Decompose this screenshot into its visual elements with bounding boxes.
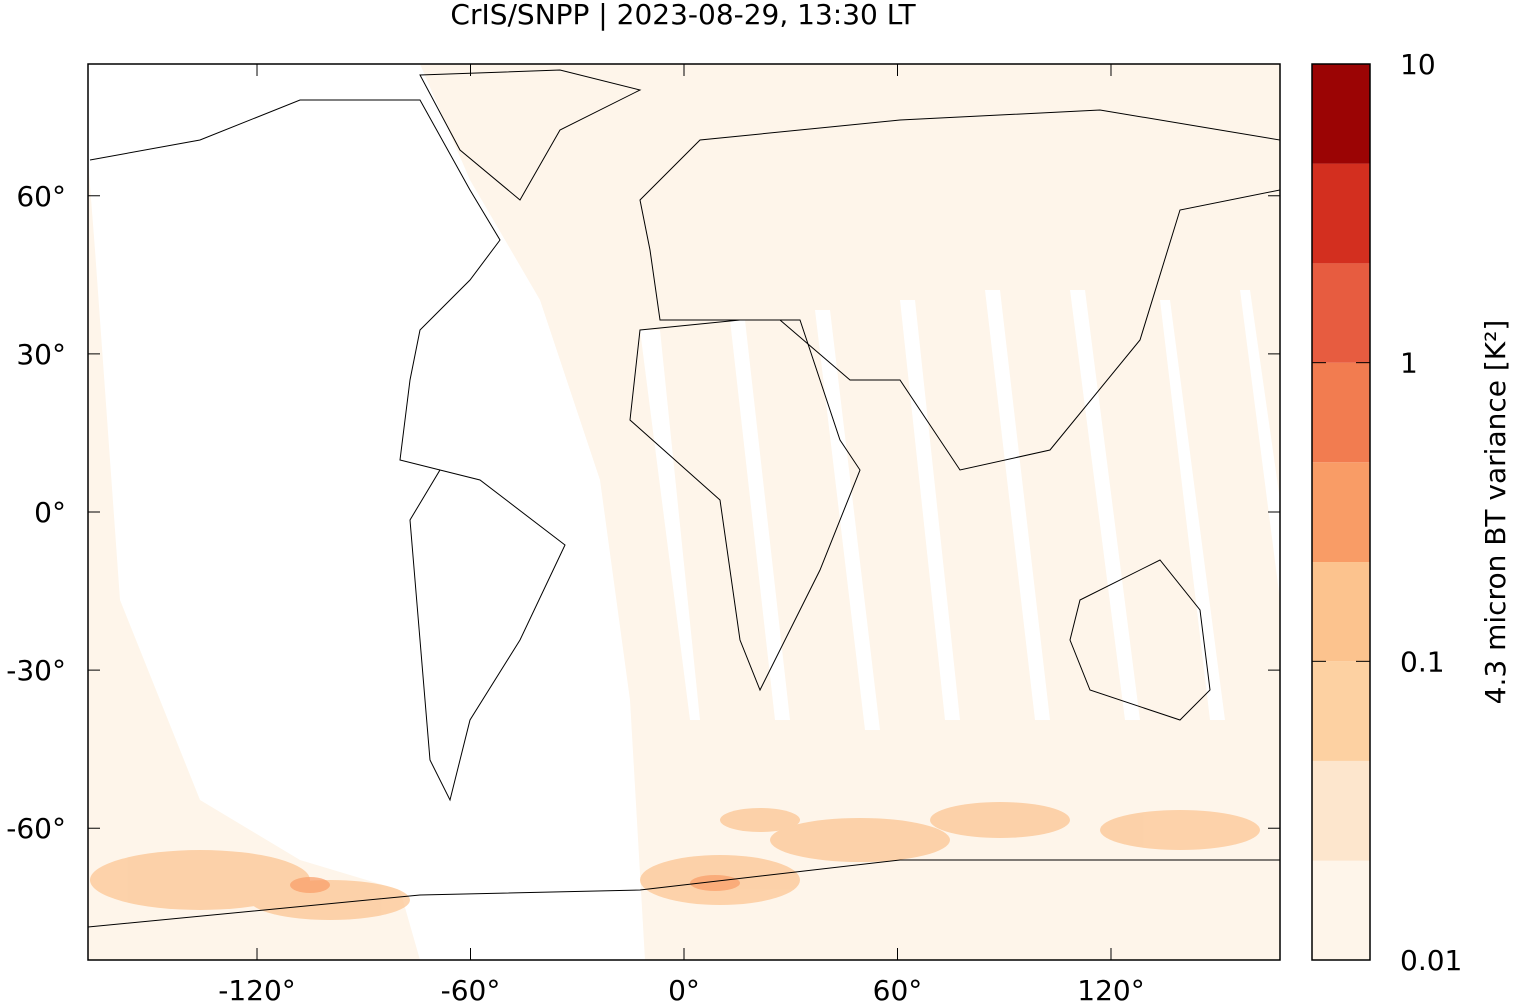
map-field bbox=[87, 63, 1281, 961]
colorbar-frame bbox=[1311, 63, 1371, 961]
coastlines bbox=[87, 69, 1281, 928]
colorbar-band bbox=[1312, 263, 1370, 363]
data-gap bbox=[88, 64, 645, 960]
x-tick-label: 0° bbox=[668, 974, 700, 1002]
colorbar-tick-label: 10 bbox=[1400, 48, 1436, 81]
colorbar-tick-label: 0.01 bbox=[1400, 944, 1462, 977]
colorbar-band bbox=[1312, 462, 1370, 563]
x-tick-label: 60° bbox=[873, 974, 923, 1002]
peak-variance-areas bbox=[290, 875, 740, 893]
colorbar-tick-label: 0.1 bbox=[1400, 645, 1445, 678]
y-tick-label: 60° bbox=[16, 180, 66, 213]
swath-gaps bbox=[640, 290, 1280, 730]
colorbar-band bbox=[1312, 362, 1370, 463]
y-tick-label: -60° bbox=[6, 812, 66, 845]
colorbar-band bbox=[1312, 163, 1370, 264]
x-tick-label: 120° bbox=[1077, 974, 1144, 1002]
x-tick-label: -60° bbox=[441, 974, 501, 1002]
chart-title: CrIS/SNPP | 2023-08-29, 13:30 LT bbox=[450, 0, 916, 31]
colorbar-band bbox=[1312, 562, 1370, 662]
high-variance-areas bbox=[90, 802, 1260, 920]
colorbar-label: 4.3 micron BT variance [K²] bbox=[1479, 320, 1512, 705]
y-tick-label: 0° bbox=[34, 496, 66, 529]
y-tick-label: 30° bbox=[16, 338, 66, 371]
colorbar-band bbox=[1312, 860, 1370, 960]
colorbar-tick-label: 1 bbox=[1400, 347, 1418, 380]
colorbar-band bbox=[1312, 661, 1370, 761]
colorbar-band bbox=[1312, 64, 1370, 164]
y-tick-label: -30° bbox=[6, 654, 66, 687]
x-tick-label: -120° bbox=[218, 974, 296, 1002]
colorbar-band bbox=[1312, 760, 1370, 861]
